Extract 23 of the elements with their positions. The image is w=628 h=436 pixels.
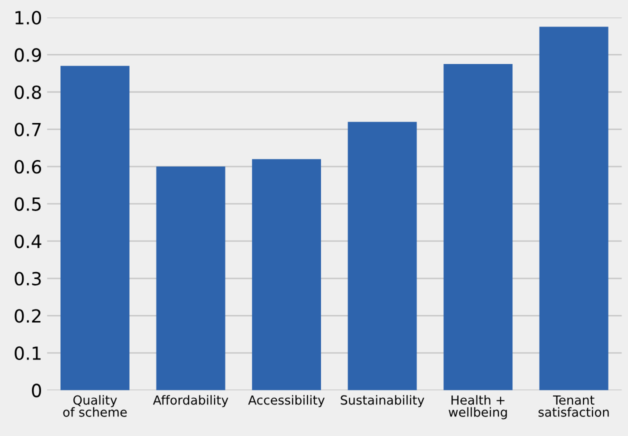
y-tick-label: 1.0 — [16, 10, 42, 25]
y-tick-label: 0.3 — [14, 272, 41, 286]
bar — [348, 122, 417, 390]
y-tick-label: 0.9 — [14, 48, 41, 62]
bar — [539, 26, 608, 390]
x-tick-label: Sustainability — [340, 395, 424, 408]
x-tick-label: Accessibility — [248, 395, 325, 408]
x-tick-label: Tenant satisfaction — [538, 395, 609, 417]
y-tick-label: 0.6 — [14, 160, 42, 174]
y-tick-label: 0.2 — [14, 309, 40, 323]
y-tick-label: 0 — [32, 384, 42, 398]
y-tick-label: 0.4 — [14, 234, 42, 248]
bar — [60, 66, 130, 390]
x-tick-label: Quality of scheme — [63, 395, 127, 417]
y-tick-label: 0.8 — [14, 85, 42, 100]
x-tick-label: Health + wellbeing — [448, 395, 507, 420]
y-tick-label: 0.5 — [14, 197, 41, 211]
y-tick-label: 0.7 — [14, 122, 41, 136]
y-tick-label: 0.1 — [14, 346, 41, 360]
bar — [156, 166, 226, 390]
x-tick-label: Affordability — [152, 395, 228, 408]
bar — [444, 64, 513, 390]
bar — [252, 159, 321, 390]
